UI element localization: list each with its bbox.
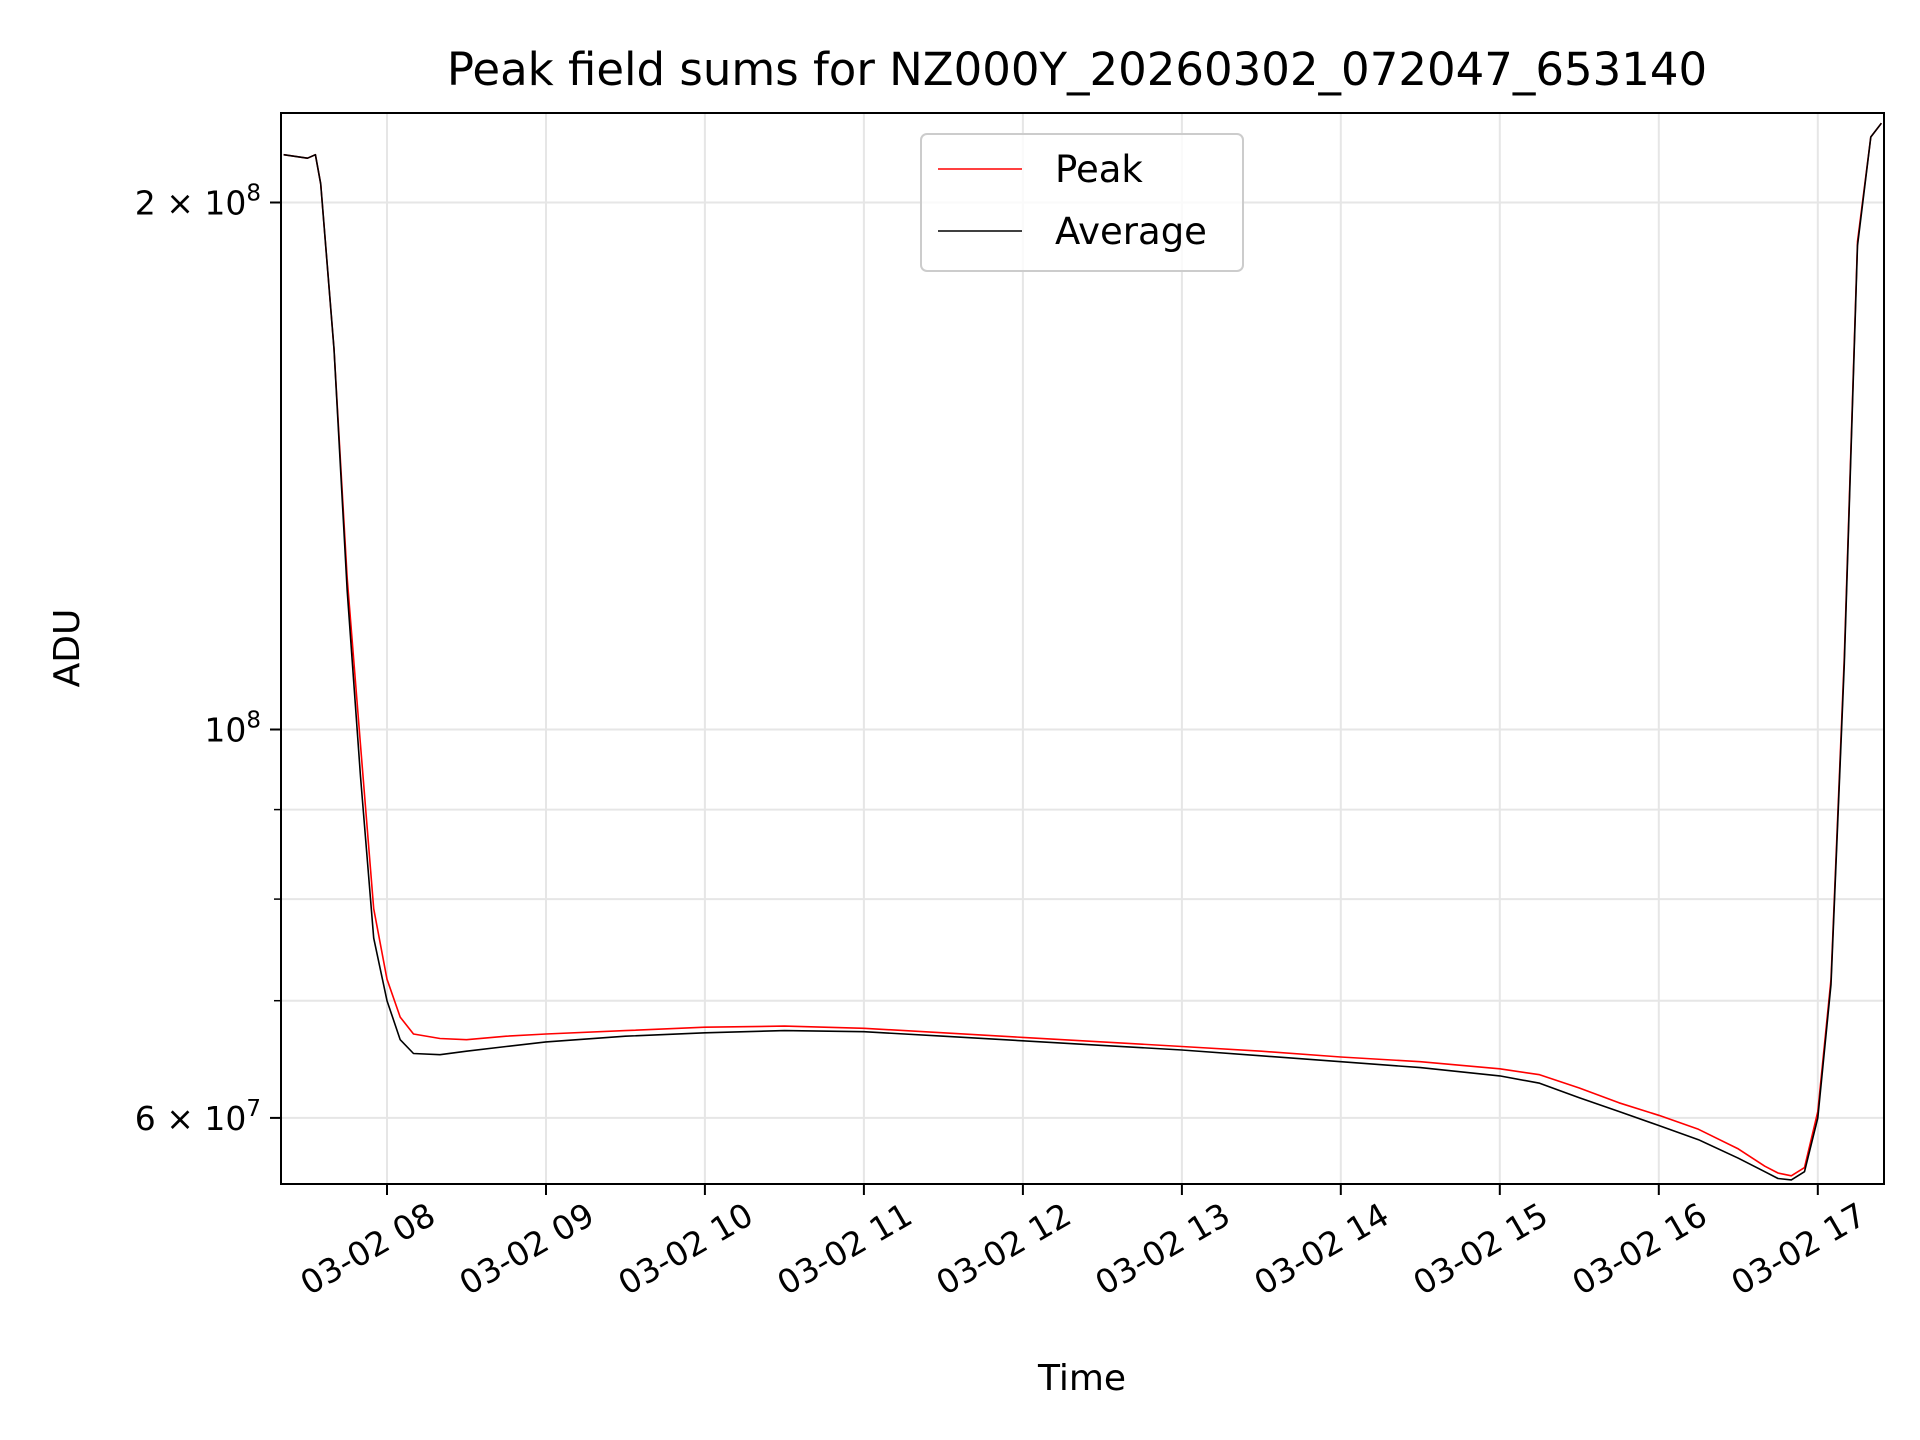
series-layer — [283, 122, 1883, 1181]
grid — [281, 113, 1884, 1184]
legend: Peak Average — [920, 133, 1244, 272]
y-tick-exponent: 7 — [246, 1096, 261, 1122]
legend-label-peak: Peak — [1055, 148, 1143, 191]
y-tick-exponent: 8 — [246, 708, 261, 734]
y-tick-label: 6 × 107 — [135, 1096, 261, 1138]
y-tick-label: 108 — [204, 708, 261, 750]
y-tick-base: 2 × 10 — [135, 184, 247, 223]
y-tick-base: 10 — [204, 711, 246, 750]
chart-title: Peak field sums for NZ000Y_20260302_0720… — [447, 43, 1707, 96]
series-line-average — [283, 122, 1883, 1181]
y-tick-base: 6 × 10 — [135, 1099, 247, 1138]
y-tick-label: 2 × 108 — [135, 181, 261, 223]
plot-frame — [280, 112, 1885, 1185]
y-tick-exponent: 8 — [246, 181, 261, 207]
y-axis-label: ADU — [47, 609, 88, 688]
x-axis-label: Time — [1037, 1358, 1126, 1399]
series-line-peak — [283, 122, 1883, 1177]
legend-label-average: Average — [1055, 210, 1207, 253]
